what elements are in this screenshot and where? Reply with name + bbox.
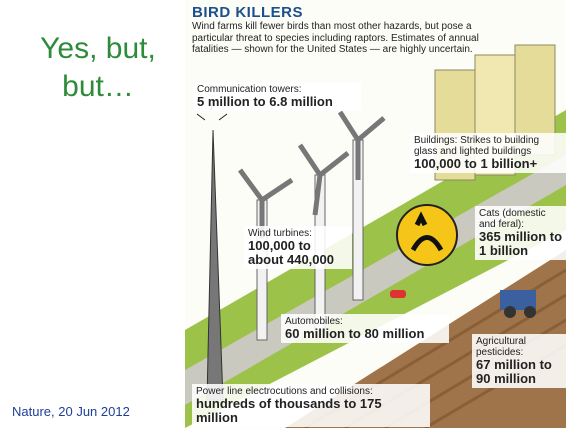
hazard-estimate: 365 million to 1 billion [479,230,565,258]
hazard-name: Buildings: Strikes to building glass and… [414,135,564,157]
hazard-label: Cats (domestic and feral):365 million to… [475,206,566,260]
infographic-title: BIRD KILLERS [192,4,303,21]
hazard-label: Wind turbines:100,000 to about 440,000 [244,226,352,269]
slide: Yes, but, but… Nature, 20 Jun 2012 BIRD … [0,0,566,428]
intro-text: Wind farms kill fewer birds than most ot… [192,21,510,56]
source-note: Nature, 20 Jun 2012 [12,404,130,419]
hazard-label: Agricultural pesticides:67 million to 90… [472,334,566,388]
hazard-estimate: 5 million to 6.8 million [197,95,357,109]
hazard-estimate: hundreds of thousands to 175 million [196,397,426,425]
slide-heading: Yes, but, but… [18,30,178,106]
hazard-estimate: 100,000 to about 440,000 [248,239,348,267]
hazard-name: Agricultural pesticides: [476,336,564,358]
hazard-label: Communication towers:5 million to 6.8 mi… [193,82,361,111]
hazard-name: Cats (domestic and feral): [479,208,565,230]
hazard-estimate: 67 million to 90 million [476,358,564,386]
hazard-label: Buildings: Strikes to building glass and… [410,133,566,173]
hazard-estimate: 60 million to 80 million [285,327,445,341]
hazard-estimate: 100,000 to 1 billion+ [414,157,564,171]
hazard-label: Automobiles:60 million to 80 million [281,314,449,343]
hazard-label: Power line electrocutions and collisions… [192,384,430,427]
